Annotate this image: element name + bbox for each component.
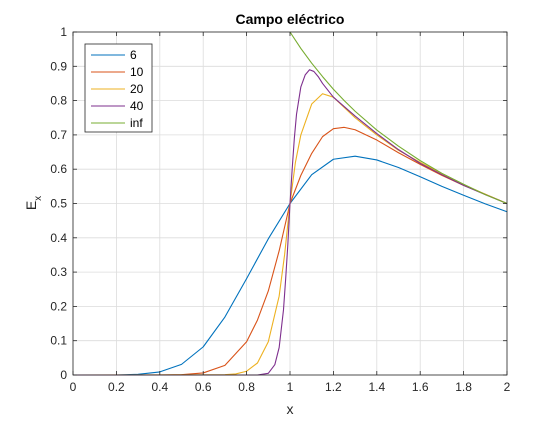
y-axis-label-subscript: x (33, 196, 44, 201)
x-tick-label: 2 (504, 380, 511, 394)
y-axis-label: Ex (23, 196, 44, 210)
x-tick-label: 1.2 (325, 380, 342, 394)
y-tick-label: 0 (60, 368, 67, 382)
series-line-40 (73, 69, 508, 376)
legend-label-6: 6 (130, 48, 137, 62)
y-tick-label: 0.1 (50, 334, 67, 348)
x-tick-label: 0 (70, 380, 77, 394)
y-tick-label: 1 (60, 25, 67, 39)
axis-ticks: 0 0.2 0.4 0.6 0.8 1 1.2 1.4 1.6 1.8 200.10.20.30.4… (50, 25, 510, 394)
y-axis-label-main: E (23, 201, 39, 210)
x-axis-label: x (287, 401, 294, 417)
series-lines (72, 31, 508, 376)
x-tick-label: 1.4 (368, 380, 385, 394)
legend-label-20: 20 (130, 82, 144, 96)
chart-title: Campo eléctrico (236, 11, 345, 27)
x-tick-label: 0.2 (108, 380, 125, 394)
legend-label-10: 10 (130, 65, 144, 79)
series-line-20 (72, 93, 508, 376)
legend-label-inf: inf (130, 116, 143, 130)
legend-label-40: 40 (130, 99, 144, 113)
legend: 6 10 20 40 inf (84, 43, 153, 133)
series-line-10 (73, 126, 508, 376)
y-tick-label: 0.4 (50, 231, 67, 245)
y-tick-label: 0.3 (50, 265, 67, 279)
x-tick-label: 0.4 (151, 380, 168, 394)
x-tick-label: 1.8 (455, 380, 472, 394)
y-tick-label: 0.9 (50, 59, 67, 73)
y-tick-label: 0.8 (50, 94, 67, 108)
x-tick-label: 1 (287, 380, 294, 394)
y-tick-label: 0.5 (50, 197, 67, 211)
x-tick-label: 0.6 (195, 380, 212, 394)
y-tick-label: 0.2 (50, 299, 67, 313)
legend-box (84, 43, 153, 133)
y-tick-label: 0.7 (50, 128, 67, 142)
x-tick-label: 1.6 (412, 380, 429, 394)
x-tick-label: 0.8 (238, 380, 255, 394)
y-tick-label: 0.6 (50, 162, 67, 176)
y-axis-label-text: Ex (23, 196, 44, 210)
series-line-inf (289, 31, 508, 205)
